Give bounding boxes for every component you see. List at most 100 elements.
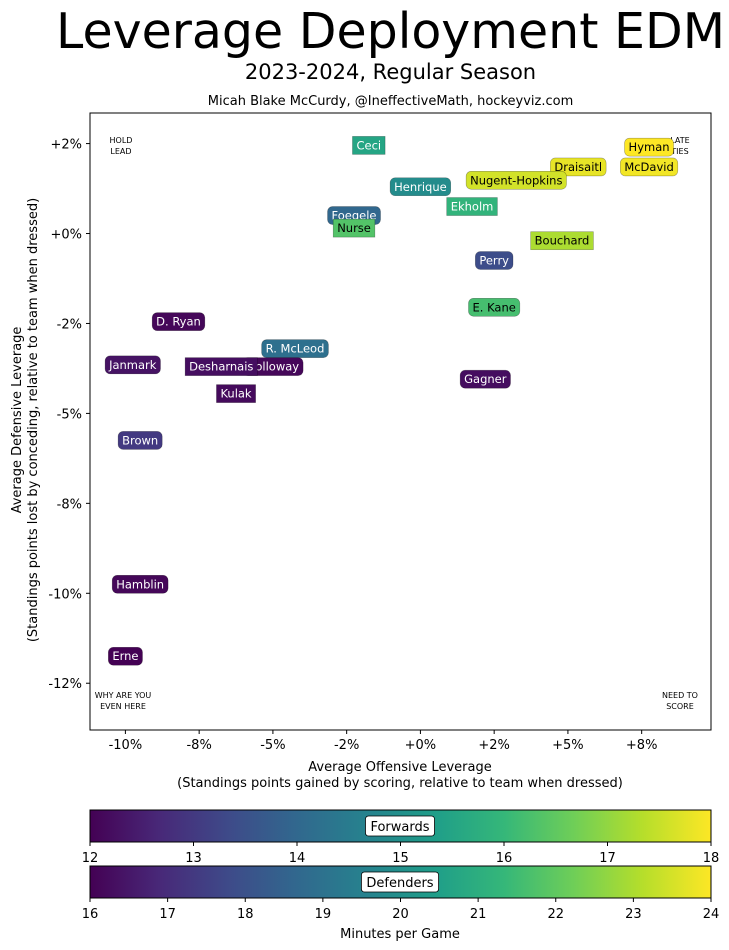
colorbar-tick-label: 23 [625,907,642,922]
colorbar-tick-label: 20 [392,907,409,922]
x-tick-label: +2% [478,738,510,753]
svg-text:Holloway: Holloway [247,360,300,374]
player-label-mcdavid: McDavid [620,157,679,177]
player-label-bouchard: Bouchard [530,231,594,251]
x-tick-label: +8% [626,738,658,753]
svg-text:Nurse: Nurse [337,221,371,235]
chart-credit: Micah Blake McCurdy, @IneffectiveMath, h… [207,94,574,109]
x-tick-label: -10% [109,738,143,753]
player-label-kulak: Kulak [216,384,256,403]
player-label-ceci: Ceci [352,136,386,155]
colorbar-label: Defenders [366,876,433,891]
y-tick-label: +2% [50,138,82,153]
colorbar-tick-label: 24 [703,907,720,922]
x-tick-label: -2% [334,738,359,753]
x-axis-ticks: -10% -8% -5% -2% +0% +2% +5% +8% [109,730,658,753]
corner-label-need-to-score: NEED TO SCORE [662,691,698,711]
svg-text:Gagner: Gagner [464,372,507,386]
chart-title: Leverage Deployment EDM [56,3,725,60]
colorbar-tick-label: 18 [703,851,720,866]
svg-text:Hyman: Hyman [629,140,670,154]
y-axis-ticks: +2% +0% -2% -5% -8% -10% -12% [48,138,90,692]
colorbar-tick-label: 17 [599,851,616,866]
colorbar-defenders: 16 17 18 19 20 21 22 23 24 Defenders [82,865,720,922]
player-label-nurse: Nurse [332,218,376,238]
colorbar-tick-label: 14 [289,851,306,866]
y-axis-sublabel: (Standings points lost by conceding, rel… [26,198,41,642]
corner-label-why-are-you-even-here: WHY ARE YOU EVEN HERE [95,691,152,711]
svg-text:R. McLeod: R. McLeod [266,342,325,356]
svg-text:Bouchard: Bouchard [535,234,590,248]
colorbar-forwards: 12 13 14 15 16 17 18 Forwards [82,809,720,866]
x-tick-label: +0% [405,738,437,753]
svg-text:SCORE: SCORE [666,702,694,711]
plot-frame [89,112,712,731]
y-tick-label: -5% [57,407,82,422]
svg-text:LATE: LATE [670,136,689,145]
x-axis-label: Average Offensive Leverage [308,760,491,775]
svg-text:Erne: Erne [112,649,138,663]
svg-text:D. Ryan: D. Ryan [156,315,201,329]
player-label-hamblin: Hamblin [111,574,169,594]
colorbar-label: Forwards [370,820,429,835]
player-label-brown: Brown [117,431,163,450]
colorbar-tick-label: 22 [547,907,564,922]
colorbar-tick-label: 13 [185,851,202,866]
x-tick-label: -8% [186,738,211,753]
svg-text:EVEN HERE: EVEN HERE [100,702,146,711]
y-tick-label: -10% [48,587,82,602]
x-tick-label: -5% [260,738,285,753]
svg-text:TIES: TIES [670,147,688,156]
player-label-r-mcleod: R. McLeod [261,339,329,358]
player-label-d-ryan: D. Ryan [151,312,206,331]
corner-label-late-ties: LATE TIES [670,136,689,156]
svg-text:Kulak: Kulak [220,387,251,401]
svg-text:NEED TO: NEED TO [662,691,698,700]
colorbar-tick-label: 17 [159,907,176,922]
player-label-e-kane: E. Kane [468,297,521,317]
player-label-hyman: Hyman [624,137,674,157]
x-tick-label: +5% [552,738,584,753]
y-tick-label: -2% [57,317,82,332]
svg-text:Brown: Brown [122,433,158,447]
svg-text:Draisaitl: Draisaitl [554,160,602,174]
chart-subtitle: 2023-2024, Regular Season [244,60,537,84]
player-label-draisaitl: Draisaitl [550,157,607,177]
svg-text:Desharnais: Desharnais [189,360,253,374]
player-label-holloway: Holloway [242,357,304,376]
player-label-erne: Erne [108,646,143,666]
y-axis-label: Average Defensive Leverage [10,327,25,514]
y-tick-label: +0% [50,228,82,243]
svg-text:Nugent-Hopkins: Nugent-Hopkins [470,173,562,187]
svg-text:Ekholm: Ekholm [451,200,494,214]
svg-text:Hamblin: Hamblin [116,577,164,591]
svg-text:Henrique: Henrique [394,180,447,194]
svg-text:LEAD: LEAD [110,147,131,156]
colorbar-axis-label: Minutes per Game [340,927,460,942]
corner-label-hold-lead: HOLD LEAD [110,136,133,156]
svg-text:HOLD: HOLD [110,136,133,145]
colorbar-tick-label: 16 [496,851,513,866]
svg-text:WHY ARE YOU: WHY ARE YOU [95,691,152,700]
svg-text:Janmark: Janmark [108,358,157,372]
colorbar-tick-label: 18 [237,907,254,922]
colorbar-tick-label: 16 [82,907,99,922]
colorbars: 12 13 14 15 16 17 18 Forwards 16 17 18 19 20 21 22 23 24… [82,809,720,922]
player-label-ekholm: Ekholm [446,197,498,216]
x-axis-sublabel: (Standings points gained by scoring, rel… [177,776,623,791]
colorbar-tick-label: 19 [315,907,332,922]
colorbar-tick-label: 12 [82,851,99,866]
svg-text:Foegele: Foegele [332,209,377,223]
y-tick-label: -8% [57,497,82,512]
player-label-nugent-hopkins: Nugent-Hopkins [465,170,567,190]
player-label-henrique: Henrique [389,177,452,197]
player-label-janmark: Janmark [104,355,161,375]
player-label-desharnais: Desharnais [184,357,258,376]
svg-text:McDavid: McDavid [624,160,673,174]
colorbar-tick-label: 21 [470,907,487,922]
player-label-perry: Perry [475,251,514,270]
svg-text:E. Kane: E. Kane [473,300,516,314]
y-tick-label: -12% [48,677,82,692]
